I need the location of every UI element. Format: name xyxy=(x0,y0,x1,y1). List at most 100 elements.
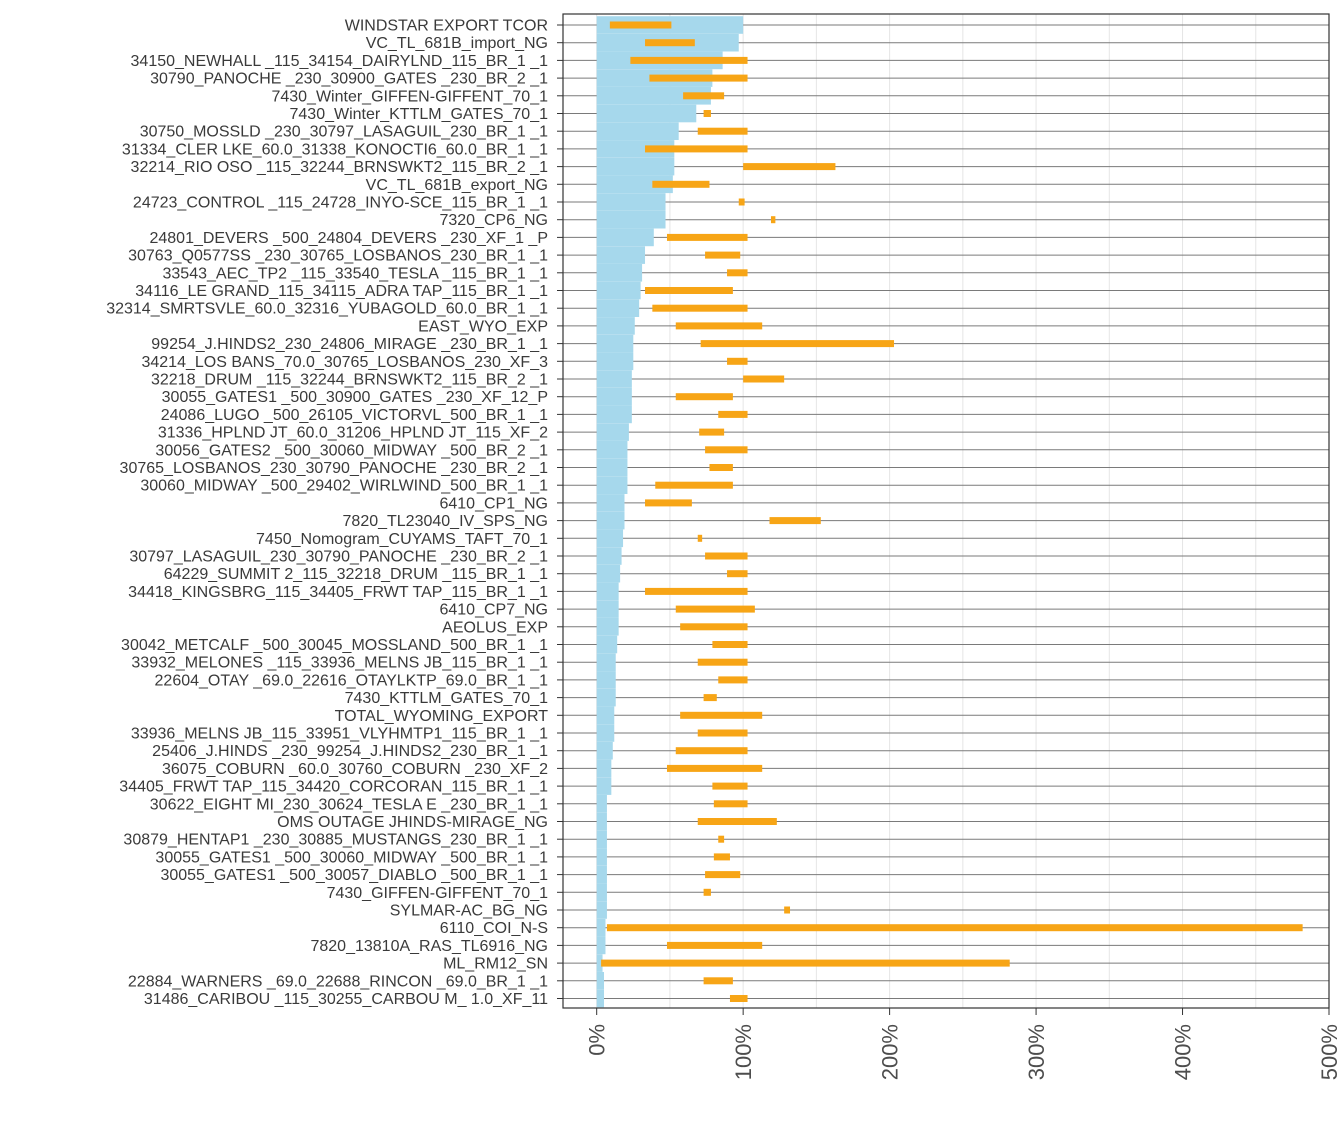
utilization-range xyxy=(683,92,725,100)
utilization-range xyxy=(705,871,741,879)
utilization-bar xyxy=(596,848,607,866)
utilization-range xyxy=(645,145,748,153)
utilization-range xyxy=(703,977,733,985)
category-label: AEOLUS_EXP xyxy=(442,619,548,636)
category-label: 7820_13810A_RAS_TL6916_NG xyxy=(310,938,548,955)
category-label: 30055_GATES1 _500_30060_MIDWAY _500_BR_1… xyxy=(155,849,548,866)
category-label: 33932_MELONES _115_33936_MELNS JB_115_BR… xyxy=(131,655,548,672)
category-label: 24723_CONTROL _115_24728_INYO-SCE_115_BR… xyxy=(133,195,548,212)
utilization-bar xyxy=(596,299,640,317)
utilization-range xyxy=(652,304,748,312)
utilization-bar xyxy=(596,529,624,548)
utilization-range xyxy=(675,605,755,613)
utilization-range xyxy=(727,357,748,365)
utilization-bar xyxy=(596,600,619,618)
category-label: VC_TL_681B_import_NG xyxy=(366,35,548,52)
utilization-bar xyxy=(596,618,619,636)
category-label: 6410_CP7_NG xyxy=(439,602,548,619)
category-label: 30790_PANOCHE _230_30900_GATES _230_BR_2… xyxy=(150,71,548,88)
category-label: TOTAL_WYOMING_EXPORT xyxy=(335,708,549,725)
utilization-bar xyxy=(596,795,607,813)
utilization-bar xyxy=(596,104,697,123)
row-line-layer xyxy=(563,24,1329,999)
utilization-range xyxy=(675,747,748,755)
category-label: 30765_LOSBANOS_230_30790_PANOCHE _230_BR… xyxy=(120,460,549,477)
plot-panel-border xyxy=(562,13,1330,1009)
utilization-bar xyxy=(596,954,603,972)
category-label: 7430_Winter_KTTLM_GATES_70_1 xyxy=(290,106,549,123)
category-label: 34405_FRWT TAP_115_34420_CORCORAN_115_BR… xyxy=(119,779,548,796)
utilization-bar xyxy=(596,441,628,459)
utilization-bar xyxy=(596,812,607,831)
category-label: SYLMAR-AC_BG_NG xyxy=(390,903,548,920)
x-tick-label: 0% xyxy=(585,1024,610,1056)
utilization-range xyxy=(769,517,821,525)
utilization-bar xyxy=(596,972,605,990)
utilization-range xyxy=(666,233,748,241)
utilization-bar xyxy=(596,370,632,388)
utilization-range xyxy=(712,641,748,648)
category-label: 7430_Winter_GIFFEN-GIFFENT_70_1 xyxy=(271,88,548,105)
utilization-range xyxy=(697,658,748,666)
utilization-range xyxy=(705,251,741,259)
category-label: WINDSTAR EXPORT TCOR xyxy=(345,18,548,35)
category-label: 32218_DRUM _115_32244_BRNSWKT2_115_BR_2 … xyxy=(151,372,548,389)
utilization-bar xyxy=(596,281,641,300)
utilization-bar xyxy=(596,759,612,778)
category-label: 30879_HENTAP1 _230_30885_MUSTANGS_230_BR… xyxy=(123,832,548,849)
x-tick-label: 100% xyxy=(731,1024,756,1080)
utilization-bar xyxy=(596,458,628,477)
category-label: 36075_COBURN _60.0_30760_COBURN _230_XF_… xyxy=(162,761,548,778)
utilization-bar xyxy=(596,494,625,512)
utilization-bar xyxy=(596,423,629,441)
utilization-range xyxy=(675,322,763,330)
utilization-bar xyxy=(596,228,654,247)
category-label: 22884_WARNERS _69.0_22688_RINCON _69.0_B… xyxy=(128,973,548,990)
category-label: 34214_LOS BANS_70.0_30765_LOSBANOS_230_X… xyxy=(141,354,548,371)
utilization-bar xyxy=(596,918,606,937)
utilization-range xyxy=(743,163,836,171)
category-label: 64229_SUMMIT 2_115_32218_DRUM _115_BR_1 … xyxy=(164,566,548,583)
category-label: 34418_KINGSBRG_115_34405_FRWT TAP_115_BR… xyxy=(128,584,548,601)
utilization-range xyxy=(729,995,748,1002)
category-label: 33543_AEC_TP2 _115_33540_TESLA _115_BR_1… xyxy=(163,265,549,282)
utilization-bar xyxy=(596,334,634,353)
utilization-bar xyxy=(596,264,643,282)
category-label: 31486_CARIBOU _115_30255_CARBOU M_ 1.0_X… xyxy=(144,991,548,1008)
utilization-bar xyxy=(596,564,621,583)
utilization-bar xyxy=(596,671,616,689)
x-tick-label: 500% xyxy=(1317,1024,1342,1080)
category-label: 32314_SMRTSVLE_60.0_32316_YUBAGOLD_60.0_… xyxy=(106,301,548,318)
category-label: EAST_WYO_EXP xyxy=(418,318,548,335)
utilization-range xyxy=(703,888,711,896)
utilization-bar xyxy=(596,405,632,424)
utilization-bar xyxy=(596,387,632,406)
utilization-bar xyxy=(596,352,634,371)
range-layer xyxy=(601,21,1303,1002)
category-label-layer: WINDSTAR EXPORT TCORVC_TL_681B_import_NG… xyxy=(106,18,563,1008)
utilization-range xyxy=(712,782,748,790)
category-label: 7820_TL23040_IV_SPS_NG xyxy=(343,513,548,530)
utilization-range xyxy=(680,623,748,631)
utilization-bar xyxy=(596,122,679,140)
bar-layer xyxy=(596,16,744,1008)
utilization-range xyxy=(770,216,776,224)
utilization-bar xyxy=(596,901,607,919)
utilization-bar xyxy=(596,688,616,707)
category-label: 30797_LASAGUIL_230_30790_PANOCHE _230_BR… xyxy=(129,549,548,566)
x-tick-label: 300% xyxy=(1024,1024,1049,1080)
utilization-range xyxy=(666,941,763,949)
utilization-range xyxy=(645,287,733,294)
category-label: VC_TL_681B_export_NG xyxy=(366,177,548,194)
utilization-range xyxy=(727,570,748,578)
category-label: 7450_Nomogram_CUYAMS_TAFT_70_1 xyxy=(256,531,548,548)
category-label: 30060_MIDWAY _500_29402_WIRLWIND_500_BR_… xyxy=(140,478,548,495)
utilization-range xyxy=(680,711,763,719)
category-label: 99254_J.HINDS2_230_24806_MIRAGE _230_BR_… xyxy=(151,336,548,353)
utilization-range xyxy=(697,729,748,737)
category-label: 34150_NEWHALL _115_34154_DAIRYLND_115_BR… xyxy=(131,53,549,70)
utilization-range xyxy=(666,764,763,772)
category-label: 33936_MELNS JB_115_33951_VLYHMTP1_115_BR… xyxy=(131,726,548,743)
category-label: 34116_LE GRAND_115_34115_ADRA TAP_115_BR… xyxy=(135,283,548,300)
